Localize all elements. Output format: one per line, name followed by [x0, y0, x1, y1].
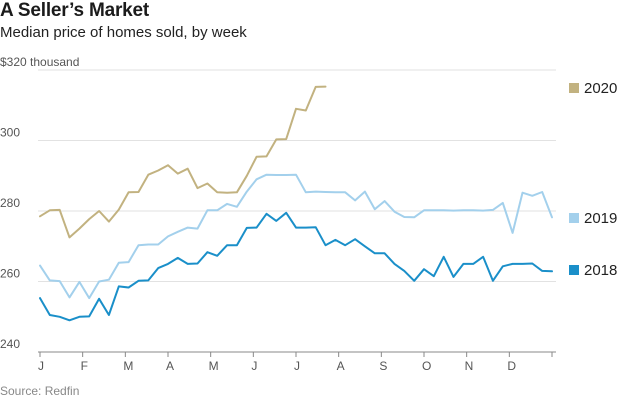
- legend-swatch-2019: [569, 213, 579, 223]
- y-tick-label: $320 thousand: [0, 55, 79, 69]
- series-label-2019: 2019: [584, 210, 617, 227]
- month-label: A: [166, 359, 174, 373]
- month-label: N: [465, 359, 474, 373]
- source-note: Source: Redfin: [0, 384, 80, 398]
- y-tick-label: 240: [0, 337, 20, 351]
- legend-swatch-2018: [569, 265, 579, 275]
- month-label: D: [507, 359, 516, 373]
- chart-subtitle: Median price of homes sold, by week: [0, 24, 247, 41]
- month-label: J: [38, 359, 44, 373]
- month-label: F: [81, 359, 88, 373]
- series-line-2018: [39, 211, 553, 322]
- series-line-2019: [39, 173, 553, 300]
- month-label: O: [422, 359, 431, 373]
- chart-title: A Seller’s Market: [0, 0, 150, 21]
- y-tick-label: 260: [0, 267, 20, 281]
- month-label: S: [379, 359, 387, 373]
- month-label: M: [209, 359, 219, 373]
- series-label-2020: 2020: [584, 80, 617, 97]
- month-label: M: [123, 359, 133, 373]
- month-label: J: [294, 359, 300, 373]
- month-label: J: [251, 359, 257, 373]
- legend-swatch-2020: [569, 83, 579, 93]
- y-tick-label: 280: [0, 196, 20, 210]
- y-tick-label: 300: [0, 126, 20, 140]
- month-label: A: [337, 359, 345, 373]
- series-line-2020: [39, 85, 327, 239]
- series-label-2018: 2018: [584, 262, 617, 279]
